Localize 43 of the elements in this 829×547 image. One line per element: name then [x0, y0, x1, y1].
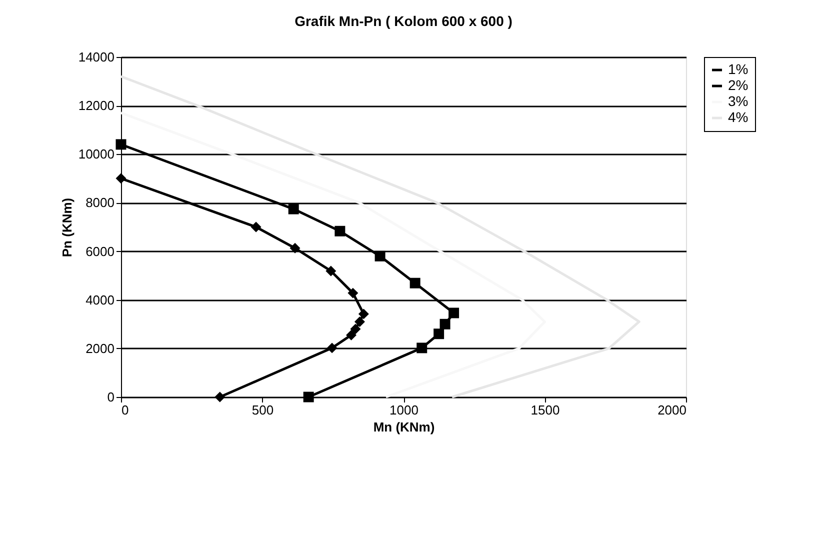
point	[416, 342, 428, 354]
legend-label: 1%	[728, 61, 748, 77]
y-tick-label: 12000	[78, 98, 114, 114]
point	[290, 242, 300, 254]
point	[326, 342, 338, 354]
x-tick-label: 1500	[530, 402, 560, 418]
x-axis-title: Mn (KNm)	[373, 420, 435, 434]
point	[250, 222, 262, 232]
point	[334, 226, 346, 236]
x-tick-label: 0	[122, 402, 129, 418]
point	[410, 278, 420, 288]
y-tick-label: 10000	[78, 146, 114, 162]
y-tick-label: 2000	[86, 340, 114, 356]
legend-label: 2%	[728, 77, 748, 93]
legend-label: 4%	[728, 109, 748, 125]
y-tick-label: 8000	[86, 195, 114, 210]
point	[346, 330, 356, 340]
point	[374, 250, 386, 262]
point	[116, 173, 126, 184]
x-tick-label: 500	[252, 402, 274, 418]
point	[214, 392, 226, 402]
x-tick-label: 1000	[390, 402, 418, 418]
point	[434, 328, 444, 340]
point	[348, 288, 358, 298]
y-tick-label: 6000	[86, 244, 114, 259]
line-series	[120, 112, 546, 398]
point	[288, 204, 299, 214]
point	[350, 324, 361, 334]
line-series	[120, 75, 640, 398]
chart-title: Grafik Mn-Pn ( Kolom 600 x 600 )	[294, 13, 512, 29]
point	[358, 308, 369, 320]
y-tick-label: 0	[107, 390, 114, 404]
y-tick-label: 4000	[86, 292, 114, 308]
point	[303, 392, 314, 402]
x-tick-label: 2000	[658, 402, 686, 418]
legend-label: 3%	[728, 93, 748, 109]
point	[326, 266, 336, 276]
point	[440, 318, 450, 330]
y-tick-label: 14000	[78, 50, 114, 64]
point	[448, 308, 460, 318]
point	[354, 316, 365, 327]
point	[116, 139, 126, 150]
y-axis-title: Pn (KNm)	[59, 198, 74, 258]
